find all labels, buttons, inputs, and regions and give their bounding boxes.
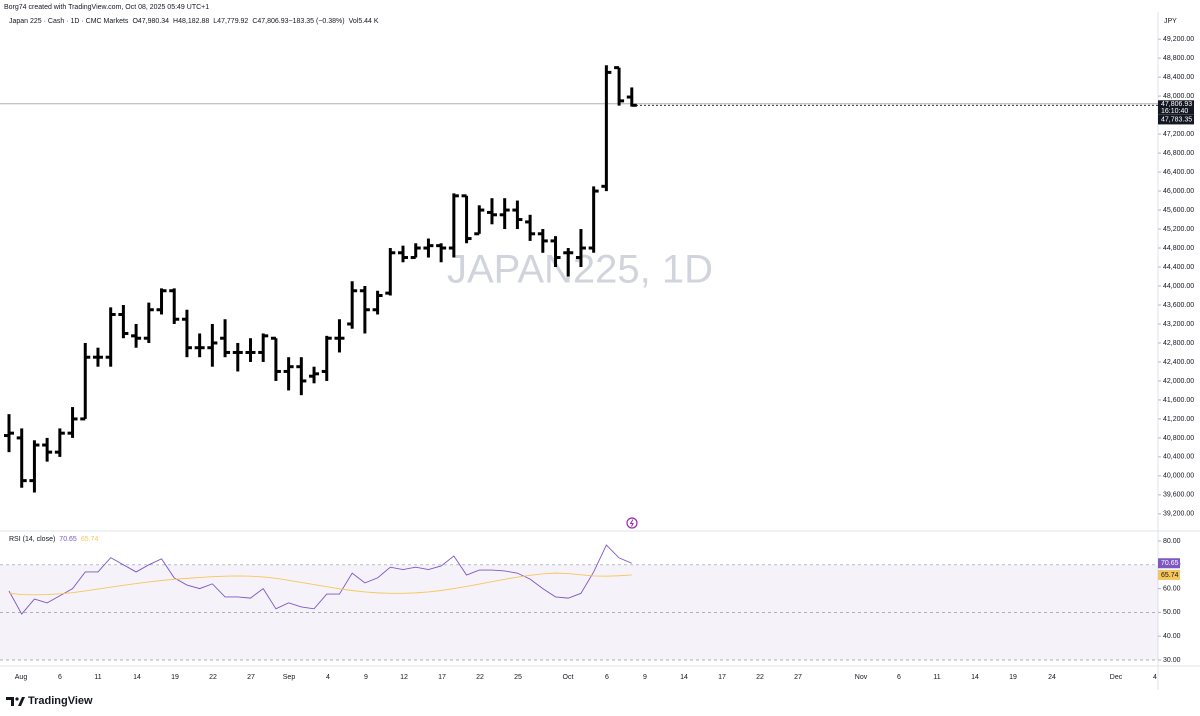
quote-value: −183.35 (−0.38%) [289, 18, 345, 25]
logo-dot [15, 697, 19, 701]
y-tick-label: 46,400.00 [1163, 169, 1194, 176]
y-tick-label: 43,200.00 [1163, 321, 1194, 328]
y-tick-label: 41,200.00 [1163, 416, 1194, 423]
logo-mark2 [18, 697, 25, 706]
x-tick-label: 19 [1009, 674, 1017, 681]
quote-value: 47,779.92 [217, 18, 248, 25]
rsi-value-box [1158, 558, 1180, 569]
x-tick-label: 14 [680, 674, 688, 681]
x-tick-label: 9 [364, 674, 368, 681]
x-tick-label: Nov [855, 674, 868, 681]
x-tick-label: 17 [718, 674, 726, 681]
x-tick-label: 25 [514, 674, 522, 681]
quote-value: 48,182.88 [178, 18, 209, 25]
y-tick-label: 49,200.00 [1163, 36, 1194, 43]
x-tick-label: Sep [283, 674, 296, 681]
y-tick-label: 44,000.00 [1163, 283, 1194, 290]
y-tick-label: 43,600.00 [1163, 302, 1194, 309]
y-tick-label: 48,400.00 [1163, 74, 1194, 81]
bid-price-box [1158, 114, 1194, 125]
y-tick-label: 40,400.00 [1163, 454, 1194, 461]
x-tick-label: 22 [476, 674, 484, 681]
x-tick-label: 19 [171, 674, 179, 681]
rsi-value-label: 65.74 [1161, 572, 1179, 579]
y-tick-label: 48,800.00 [1163, 55, 1194, 62]
rsi-legend-value: 70.65 [59, 536, 77, 543]
brand: TradingView [28, 695, 93, 707]
quote-key: L [213, 18, 217, 25]
bid-price-label: 47,783.35 [1161, 116, 1192, 123]
last-price-box [1158, 100, 1194, 115]
rsi-line [8, 544, 632, 615]
y-tick-label: 30.00 [1163, 657, 1181, 664]
y-tick-label: 44,800.00 [1163, 245, 1194, 252]
x-tick-label: 4 [1153, 674, 1157, 681]
y-tick-label: 46,800.00 [1163, 150, 1194, 157]
y-tick-label: 60.00 [1163, 585, 1181, 592]
y-tick-label: 80.00 [1163, 538, 1181, 545]
y-tick-label: 41,600.00 [1163, 397, 1194, 404]
y-tick-label: 40,800.00 [1163, 435, 1194, 442]
y-tick-label: 50.00 [1163, 609, 1181, 616]
logo [6, 697, 25, 706]
rsi-title: RSI (14, close) [9, 536, 55, 543]
x-tick-label: 6 [897, 674, 901, 681]
x-tick-label: Dec [1110, 674, 1123, 681]
rsi-value-label: 70.65 [1161, 560, 1179, 567]
x-tick-label: Oct [563, 674, 574, 681]
x-tick-label: 22 [209, 674, 217, 681]
y-tick-label: 42,000.00 [1163, 378, 1194, 385]
x-tick-label: 14 [971, 674, 979, 681]
y-tick-label: 45,200.00 [1163, 226, 1194, 233]
quote-key: O [132, 18, 138, 25]
countdown: 16:10:40 [1161, 108, 1188, 115]
last-price-label: 47,806.93 [1161, 101, 1192, 108]
y-tick-label: 39,200.00 [1163, 511, 1194, 518]
unit: JPY [1164, 18, 1177, 25]
x-tick-label: 17 [438, 674, 446, 681]
event-icon[interactable] [626, 517, 638, 529]
x-tick-label: 6 [58, 674, 62, 681]
x-tick-label: 12 [400, 674, 408, 681]
quote-value: 5.44 K [358, 18, 379, 25]
y-tick-label: 45,600.00 [1163, 207, 1194, 214]
y-tick-label: 48,000.00 [1163, 93, 1194, 100]
x-tick-label: 11 [933, 674, 940, 681]
y-tick-label: 40.00 [1163, 633, 1181, 640]
y-tick-label: 42,800.00 [1163, 340, 1194, 347]
rsi-legend: RSI (14, close) 70.65 65.74 [9, 536, 98, 543]
y-tick-label: 44,400.00 [1163, 264, 1194, 271]
x-tick-label: 11 [94, 674, 101, 681]
x-tick-label: 27 [794, 674, 802, 681]
x-tick-label: 6 [605, 674, 609, 681]
quote-key: H [173, 18, 178, 25]
y-tick-label: 46,000.00 [1163, 188, 1194, 195]
y-tick-label: 42,400.00 [1163, 359, 1194, 366]
x-tick-label: 22 [756, 674, 764, 681]
x-tick-label: Aug [15, 674, 28, 681]
rsi-legend-value: 65.74 [81, 536, 99, 543]
quote-value: 47,980.34 [138, 18, 169, 25]
symbol-quote: Japan 225 · Cash · 1D · CMC Markets O47,9… [9, 18, 379, 25]
x-tick-label: 14 [133, 674, 141, 681]
y-tick-label: 47,200.00 [1163, 131, 1194, 138]
y-tick-label: 40,000.00 [1163, 473, 1194, 480]
x-tick-label: 27 [247, 674, 255, 681]
symbol: Japan 225 · Cash · 1D · CMC Markets [9, 18, 129, 25]
quote-key: Vol [349, 18, 359, 25]
event-icon-bolt [629, 519, 634, 527]
logo-mark [6, 697, 14, 706]
x-tick-label: 9 [643, 674, 647, 681]
y-tick-label: 39,600.00 [1163, 492, 1194, 499]
credit: Borg74 created with TradingView.com, Oct… [4, 4, 209, 11]
rsi-value-box [1158, 569, 1180, 580]
x-tick-label: 24 [1048, 674, 1056, 681]
quote-value: 47,806.93 [257, 18, 288, 25]
x-tick-label: 4 [326, 674, 330, 681]
rsi-line [8, 572, 632, 596]
quote-key: C [252, 18, 257, 25]
